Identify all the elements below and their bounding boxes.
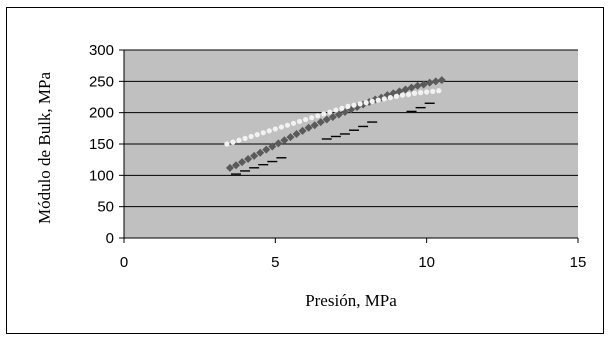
data-point	[268, 142, 277, 151]
x-tick-label: 0	[120, 254, 128, 271]
data-point	[272, 126, 278, 132]
y-tick-label: 150	[89, 136, 114, 153]
data-point	[236, 137, 242, 143]
data-point	[425, 78, 434, 87]
data-point	[310, 121, 319, 130]
data-point	[413, 81, 422, 90]
data-point	[225, 163, 234, 172]
y-tick-label: 0	[106, 230, 114, 247]
data-point	[418, 90, 424, 96]
series-2	[224, 88, 442, 147]
x-tick-label: 15	[570, 254, 587, 271]
data-point	[256, 148, 265, 157]
data-point	[280, 136, 289, 145]
data-point	[351, 102, 357, 108]
data-point	[357, 101, 363, 107]
data-point	[304, 123, 313, 132]
data-point	[274, 139, 283, 148]
y-tick-label: 100	[89, 167, 114, 184]
data-point	[231, 161, 240, 170]
data-point	[430, 88, 436, 94]
gridlines	[124, 49, 578, 208]
data-point	[322, 115, 331, 124]
data-point	[321, 111, 327, 117]
data-point	[266, 128, 272, 134]
data-point	[254, 132, 260, 138]
data-point	[224, 141, 230, 147]
data-point	[315, 113, 321, 119]
tick-labels: 0 50 100 150 200 250 300 0 5 10 15	[89, 42, 586, 271]
data-point	[407, 83, 416, 92]
data-point	[290, 120, 297, 126]
data-point	[401, 85, 410, 94]
data-point	[369, 98, 375, 104]
data-point	[278, 124, 284, 130]
data-point	[363, 100, 369, 106]
data-point	[230, 139, 236, 145]
data-point	[328, 113, 337, 122]
y-tick-label: 50	[97, 199, 114, 216]
data-point	[244, 155, 253, 164]
data-point	[316, 118, 325, 127]
data-point	[381, 96, 387, 102]
data-point	[345, 103, 351, 109]
x-axis-title: Presión, MPa	[305, 291, 397, 310]
data-point	[387, 95, 393, 101]
data-point	[405, 91, 412, 98]
data-point	[437, 76, 446, 85]
data-point	[375, 97, 381, 103]
data-point	[242, 135, 248, 141]
data-point	[238, 158, 247, 167]
y-tick-label: 300	[89, 42, 114, 59]
data-point	[309, 115, 315, 121]
x-tick-label: 10	[418, 254, 435, 271]
data-point	[292, 129, 301, 138]
data-point	[286, 133, 295, 142]
data-point	[248, 133, 254, 140]
axes	[119, 49, 579, 243]
data-point	[431, 77, 440, 86]
data-point	[260, 130, 266, 136]
data-point	[298, 126, 307, 135]
data-point	[436, 88, 442, 94]
data-point	[284, 122, 291, 128]
data-point	[419, 80, 428, 89]
data-point	[339, 105, 345, 111]
y-axis-title: Módulo de Bulk, MPa	[35, 72, 54, 225]
data-point	[393, 93, 399, 99]
data-series	[224, 76, 446, 175]
data-point	[303, 116, 309, 123]
y-tick-label: 250	[89, 73, 114, 90]
data-point	[411, 90, 418, 96]
data-point	[333, 107, 339, 113]
series-3	[230, 102, 435, 175]
data-point	[399, 92, 406, 98]
data-point	[327, 109, 333, 115]
data-point	[296, 118, 303, 125]
x-tick-label: 5	[271, 254, 279, 271]
y-tick-label: 200	[89, 105, 114, 122]
data-point	[424, 89, 430, 95]
data-point	[250, 151, 259, 160]
data-point	[262, 145, 271, 154]
